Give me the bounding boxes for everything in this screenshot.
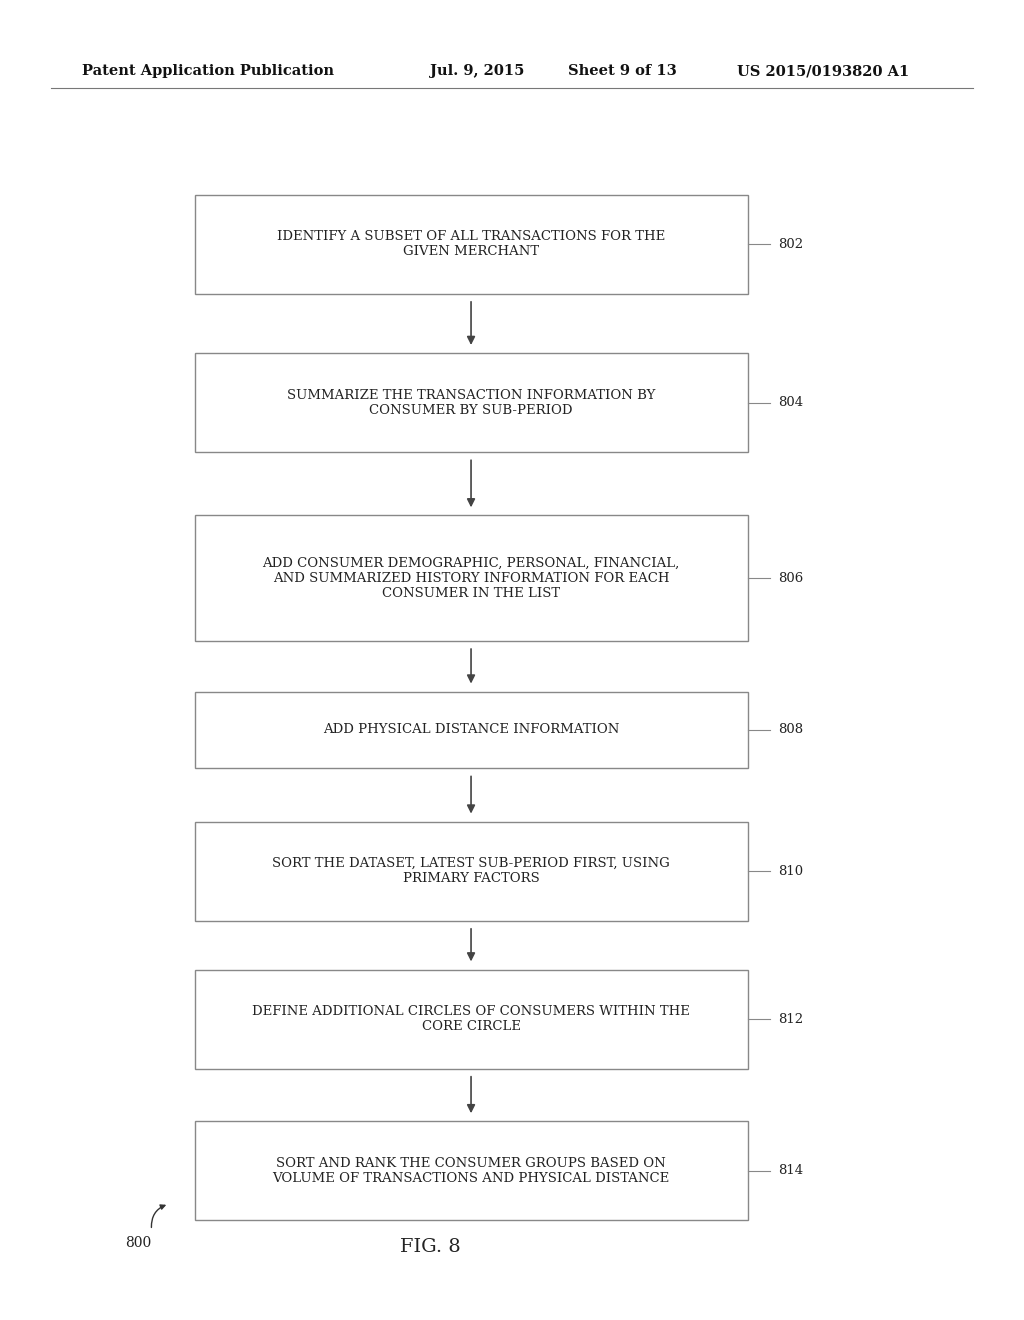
Text: 808: 808 [778,723,804,737]
Text: Jul. 9, 2015: Jul. 9, 2015 [430,65,524,78]
Text: ADD CONSUMER DEMOGRAPHIC, PERSONAL, FINANCIAL,
AND SUMMARIZED HISTORY INFORMATIO: ADD CONSUMER DEMOGRAPHIC, PERSONAL, FINA… [262,557,680,599]
Text: ADD PHYSICAL DISTANCE INFORMATION: ADD PHYSICAL DISTANCE INFORMATION [323,723,620,737]
FancyBboxPatch shape [195,354,748,451]
Text: SUMMARIZE THE TRANSACTION INFORMATION BY
CONSUMER BY SUB-PERIOD: SUMMARIZE THE TRANSACTION INFORMATION BY… [287,388,655,417]
Text: 806: 806 [778,572,804,585]
Text: 810: 810 [778,865,804,878]
Text: FIG. 8: FIG. 8 [399,1238,461,1257]
Text: IDENTIFY A SUBSET OF ALL TRANSACTIONS FOR THE
GIVEN MERCHANT: IDENTIFY A SUBSET OF ALL TRANSACTIONS FO… [276,230,666,259]
Text: DEFINE ADDITIONAL CIRCLES OF CONSUMERS WITHIN THE
CORE CIRCLE: DEFINE ADDITIONAL CIRCLES OF CONSUMERS W… [252,1005,690,1034]
FancyBboxPatch shape [195,515,748,640]
Text: 800: 800 [125,1237,152,1250]
FancyBboxPatch shape [195,969,748,1069]
Text: 812: 812 [778,1012,804,1026]
Text: 802: 802 [778,238,804,251]
FancyBboxPatch shape [195,821,748,921]
Text: SORT AND RANK THE CONSUMER GROUPS BASED ON
VOLUME OF TRANSACTIONS AND PHYSICAL D: SORT AND RANK THE CONSUMER GROUPS BASED … [272,1156,670,1185]
Text: Sheet 9 of 13: Sheet 9 of 13 [568,65,677,78]
Text: US 2015/0193820 A1: US 2015/0193820 A1 [737,65,909,78]
Text: 804: 804 [778,396,804,409]
FancyBboxPatch shape [195,1121,748,1220]
Text: SORT THE DATASET, LATEST SUB-PERIOD FIRST, USING
PRIMARY FACTORS: SORT THE DATASET, LATEST SUB-PERIOD FIRS… [272,857,670,886]
FancyBboxPatch shape [195,195,748,294]
FancyBboxPatch shape [195,692,748,768]
Text: 814: 814 [778,1164,804,1177]
Text: Patent Application Publication: Patent Application Publication [82,65,334,78]
